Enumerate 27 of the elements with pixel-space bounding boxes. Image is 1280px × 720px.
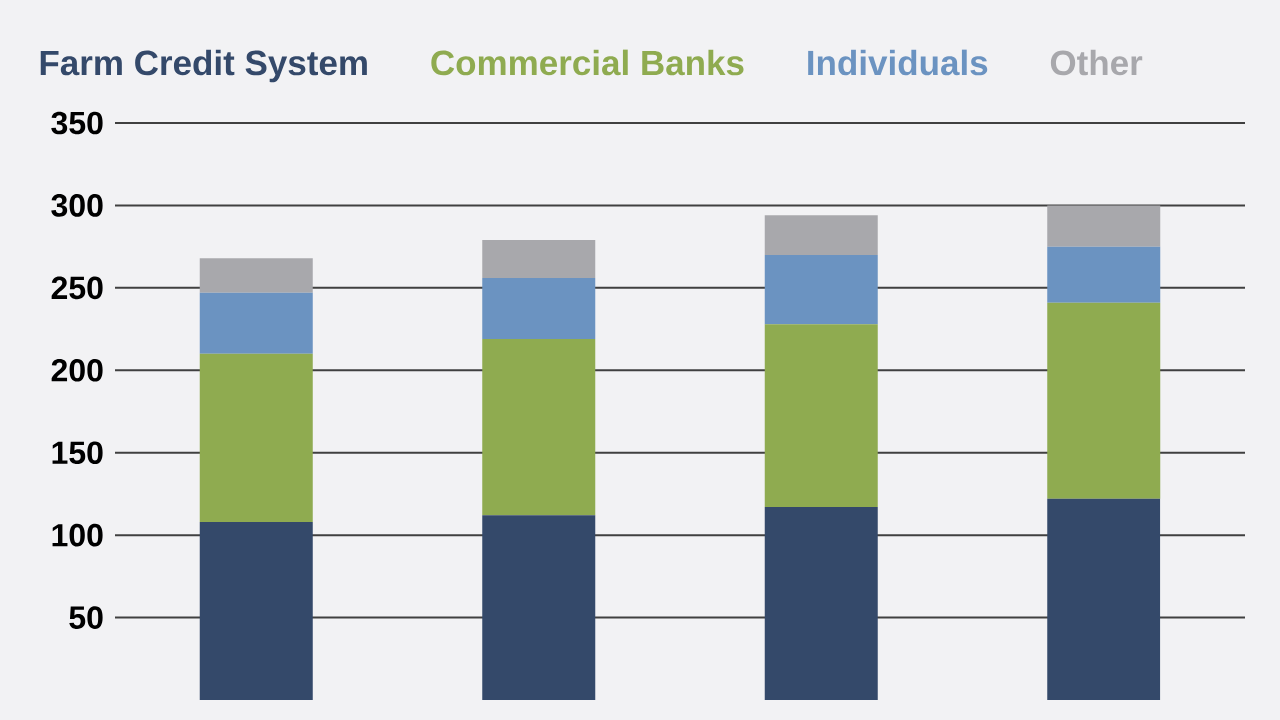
bar [482, 515, 596, 700]
y-tick-label: 100 [52, 523, 103, 547]
bar [199, 292, 313, 354]
bar [199, 258, 313, 293]
bar [1047, 246, 1161, 303]
bar [764, 507, 878, 700]
bar [482, 338, 596, 516]
y-tick-label: 350 [51, 111, 103, 135]
y-tick-label: 300 [51, 194, 103, 217]
y-tick-label: 50 [69, 606, 103, 629]
bar [482, 240, 596, 278]
text: Commercial Banks [431, 49, 744, 76]
bar [199, 353, 313, 522]
bar [764, 215, 878, 255]
y-tick-label: 200 [51, 358, 103, 382]
bar [1047, 205, 1161, 247]
y-tick-label: 150 [52, 441, 103, 465]
bar [1047, 302, 1161, 499]
y-tick-label: 250 [51, 276, 103, 300]
bar [764, 254, 878, 325]
text: Individuals [808, 49, 988, 76]
bar [199, 521, 313, 700]
bar [764, 324, 878, 508]
text: Other [1050, 49, 1143, 76]
bar [1047, 498, 1161, 700]
text: Farm Credit System [40, 49, 367, 83]
bar [482, 277, 596, 339]
